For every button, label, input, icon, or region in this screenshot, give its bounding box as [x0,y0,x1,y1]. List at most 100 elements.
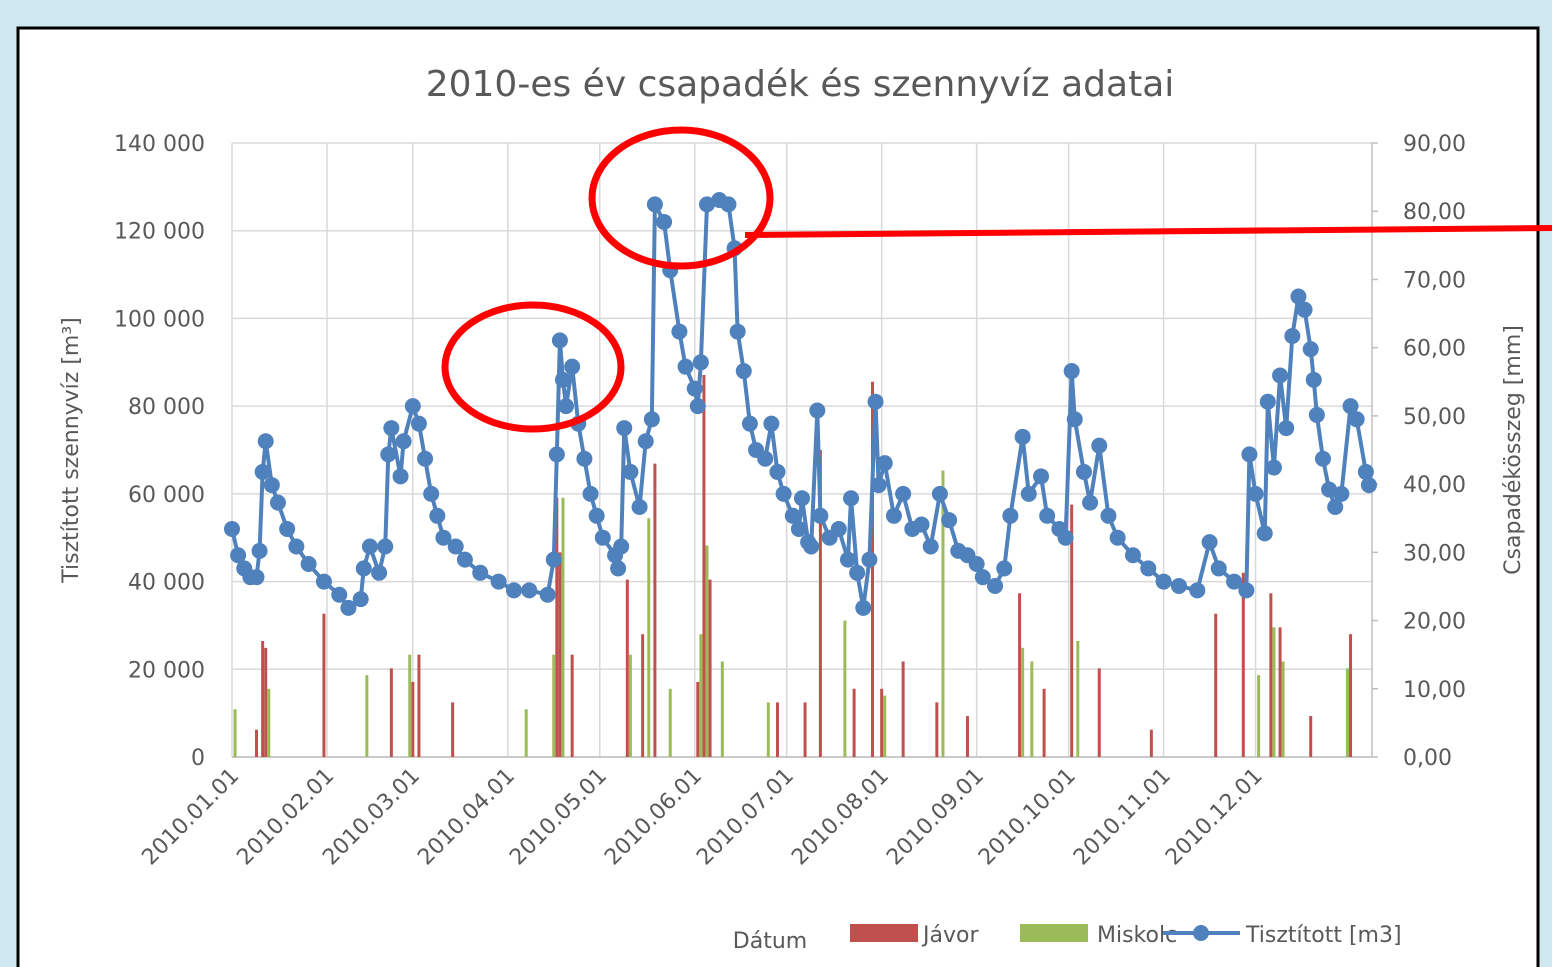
bar [558,552,562,757]
marker [383,420,400,437]
bar [561,497,565,757]
marker [996,560,1013,577]
marker [610,560,627,577]
marker [1357,463,1374,480]
marker [1321,481,1338,498]
legend-label: Miskolc [1097,923,1177,948]
marker [248,569,265,586]
marker [1033,468,1050,485]
bar [411,681,415,757]
bar [1076,641,1080,757]
marker [913,516,930,533]
marker [1256,525,1273,542]
bar [1281,661,1285,757]
marker [1360,477,1377,494]
bar [365,675,369,757]
y2-tick-label: 60,00 [1403,337,1466,362]
bar [267,688,271,757]
marker [1308,406,1325,423]
marker [340,599,357,616]
marker [631,499,648,516]
marker [490,573,507,590]
bar [1214,613,1218,757]
marker [849,564,866,581]
marker [417,450,434,467]
marker [622,463,639,480]
marker [720,196,737,213]
marker [279,520,296,537]
bar [1345,668,1349,757]
bar [708,579,712,757]
marker [1057,529,1074,546]
marker [224,520,240,537]
legend-swatch [1193,925,1209,941]
bar [965,716,969,757]
x-axis-title: Dátum [733,929,807,954]
marker [643,411,660,428]
bar [766,702,770,757]
bar [264,647,268,757]
bar [870,381,874,757]
marker [1302,341,1319,358]
bar [255,729,259,757]
marker [1284,327,1301,344]
marker [429,507,446,524]
marker [790,520,807,537]
annotation-line [744,225,1552,238]
marker [1348,411,1365,428]
y-tick-label: 0 [191,746,205,771]
y2-tick-label: 50,00 [1403,405,1466,430]
y-tick-label: 120 000 [114,220,205,245]
bar [699,634,703,757]
marker [763,415,780,432]
marker [775,485,792,502]
marker [288,538,305,555]
marker [843,490,860,507]
bar [647,518,651,757]
marker [931,485,948,502]
marker [551,332,568,349]
bar [668,688,672,757]
marker [870,477,887,494]
marker [855,599,872,616]
marker [1327,499,1344,516]
bar [1278,627,1282,757]
y-tick-label: 20 000 [128,658,205,683]
marker [1290,288,1307,305]
bar [1241,572,1245,757]
marker [1002,507,1019,524]
marker [554,371,571,388]
legend-label: Tisztított [m3] [1245,923,1402,948]
marker [594,529,611,546]
bar [880,688,884,757]
bar [720,661,724,757]
marker [331,586,348,603]
marker [269,494,286,511]
bar [702,374,706,757]
y2-tick-label: 90,00 [1403,132,1466,157]
bar [322,613,326,757]
marker [987,577,1004,594]
y2-tick-label: 30,00 [1403,541,1466,566]
marker [867,393,884,410]
marker [1082,494,1099,511]
marker [885,507,902,524]
bar [941,470,945,757]
marker [254,463,271,480]
marker [803,538,820,555]
marker [839,551,856,568]
grid [231,142,1378,758]
marker [895,485,912,502]
bar [570,654,574,757]
marker [729,323,746,340]
marker [545,551,562,568]
marker [558,398,575,415]
marker [1063,363,1080,380]
marker [677,358,694,375]
y-axis-title: Tisztított szennyvíz [m³] [59,317,84,584]
bar [883,695,887,757]
marker [922,538,939,555]
legend-swatch [850,924,918,942]
chart-title: 2010-es év csapadék és szennyvíz adatai [426,64,1175,105]
